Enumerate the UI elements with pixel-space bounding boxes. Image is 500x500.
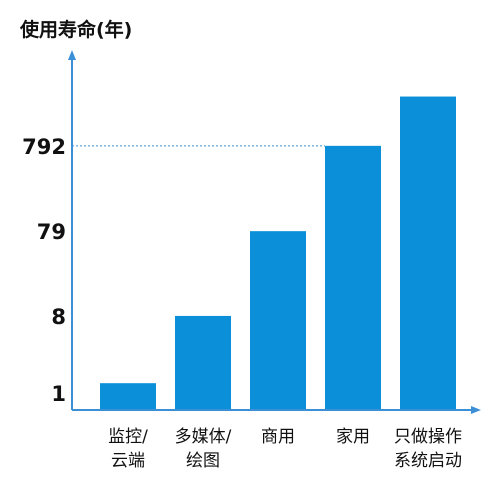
axes-layer xyxy=(68,50,481,414)
category-label: 家用 xyxy=(336,427,370,447)
y-axis-arrow-icon xyxy=(68,50,76,60)
category-label: 云端 xyxy=(111,451,145,471)
category-label: 监控/ xyxy=(108,427,148,447)
category-label: 商用 xyxy=(261,427,295,447)
bar-1 xyxy=(175,315,231,410)
y-axis-title: 使用寿命(年) xyxy=(19,18,132,41)
category-label: 多媒体/ xyxy=(175,427,232,447)
y-tick-label: 8 xyxy=(51,305,66,329)
bars-layer xyxy=(100,96,456,410)
bar-3 xyxy=(325,145,381,410)
bar-2 xyxy=(250,231,306,410)
y-tick-layer: 1 8 79 792 xyxy=(22,135,66,406)
bar-4 xyxy=(400,96,456,410)
bar-0 xyxy=(100,383,156,410)
y-tick-label: 792 xyxy=(22,135,66,159)
y-tick-label: 79 xyxy=(37,220,66,244)
category-label: 绘图 xyxy=(186,451,220,471)
y-tick-label: 1 xyxy=(51,382,66,406)
x-axis-arrow-icon xyxy=(471,406,481,414)
category-label: 只做操作 xyxy=(394,427,462,447)
category-label: 系统启动 xyxy=(394,451,462,471)
